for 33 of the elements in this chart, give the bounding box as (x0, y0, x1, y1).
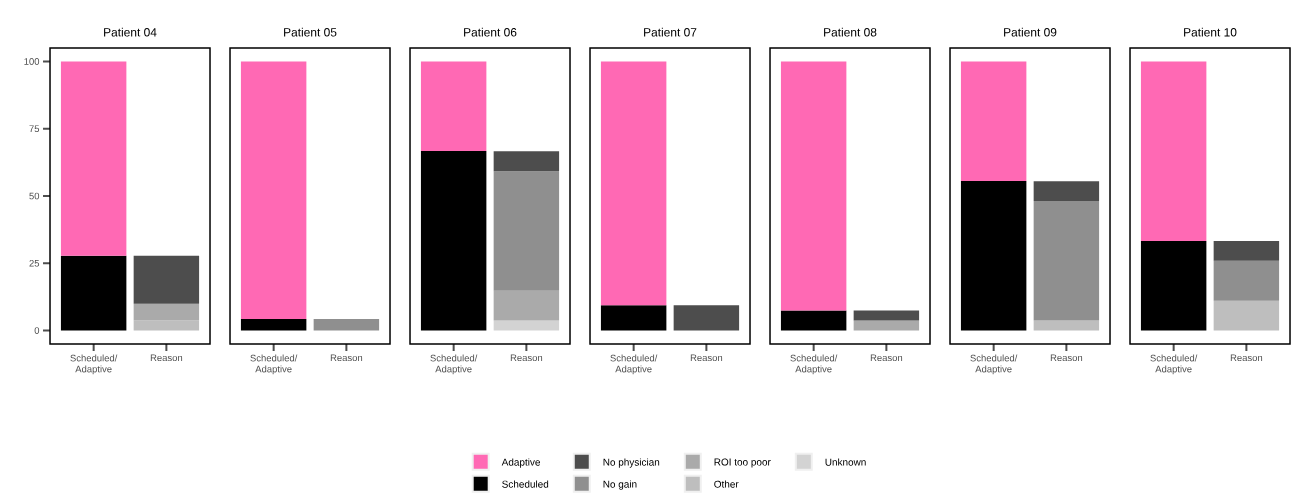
x-tick-label: Scheduled/ Adaptive (610, 354, 658, 375)
x-tick-label: Reason (510, 354, 543, 362)
x-tick-label: Scheduled/ Adaptive (430, 354, 478, 375)
legend-label: Other (714, 480, 739, 488)
y-tick-label: 100 (24, 58, 40, 65)
chart-title: Patient 06 (464, 27, 517, 37)
x-tick-label: Reason (150, 354, 183, 362)
x-tick-label: Reason (870, 354, 903, 362)
x-tick-label: Reason (1230, 354, 1263, 362)
x-tick-label: Reason (1050, 354, 1083, 362)
legend-label: Scheduled (502, 480, 549, 488)
legend-label: ROI too poor (714, 458, 771, 468)
x-tick-label: Scheduled/ Adaptive (970, 354, 1018, 375)
legend-label: Unknown (825, 458, 866, 466)
x-tick-label: Reason (690, 354, 723, 362)
chart-title: Patient 08 (824, 27, 877, 37)
legend-label: No gain (603, 480, 637, 490)
y-tick-label: 50 (29, 192, 40, 200)
chart-title: Patient 07 (644, 27, 697, 37)
y-tick-label: 75 (29, 125, 40, 133)
x-tick-label: Reason (330, 354, 363, 362)
chart-title: Patient 09 (1004, 27, 1057, 37)
x-tick-label: Scheduled/ Adaptive (70, 354, 118, 375)
chart-title: Patient 10 (1184, 27, 1237, 37)
legend-label: Adaptive (501, 458, 541, 468)
x-tick-label: Scheduled/ Adaptive (790, 354, 838, 375)
x-tick-label: Scheduled/ Adaptive (250, 354, 298, 375)
chart-title: Patient 05 (284, 27, 337, 37)
y-tick-label: 0 (34, 327, 40, 334)
x-tick-label: Scheduled/ Adaptive (1150, 354, 1198, 375)
y-tick-label: 25 (29, 259, 40, 267)
legend-label: No physician (603, 458, 660, 468)
chart-title: Patient 04 (104, 27, 157, 37)
